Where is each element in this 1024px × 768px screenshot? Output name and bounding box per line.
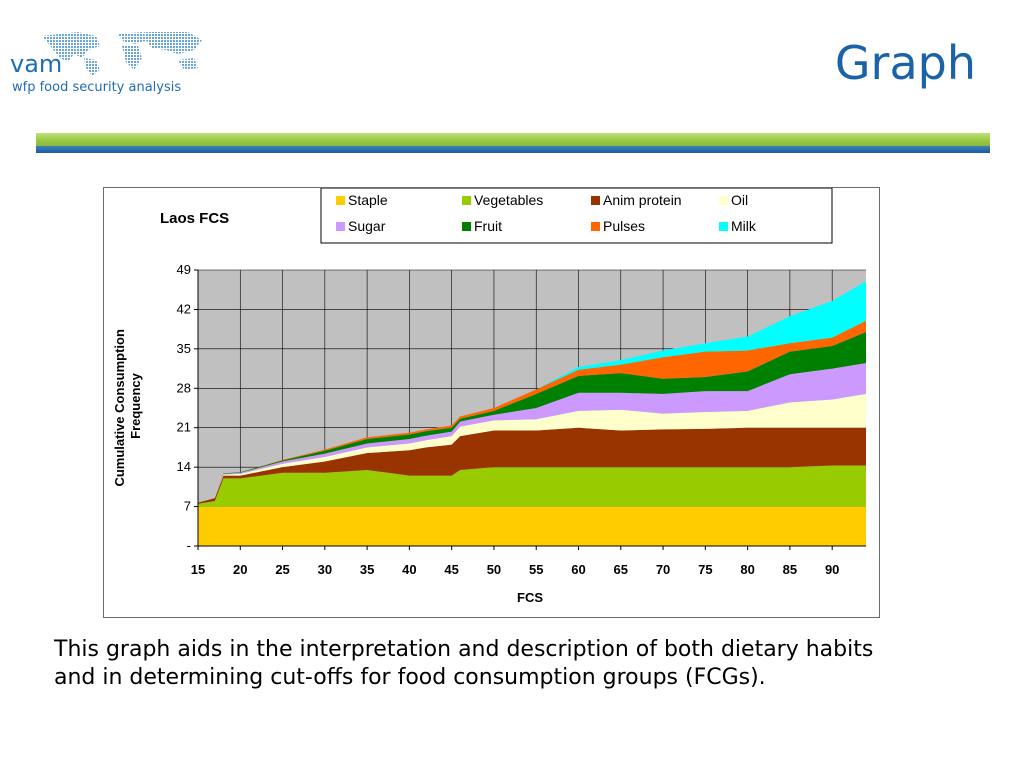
series-area-pulses bbox=[198, 320, 866, 503]
x-tick-label: 90 bbox=[825, 562, 839, 577]
legend-label-milk: Milk bbox=[731, 218, 757, 234]
y-tick-label: - bbox=[187, 538, 191, 553]
series-area-oil bbox=[198, 393, 866, 503]
chart-title: Laos FCS bbox=[160, 210, 229, 227]
x-tick-label: 35 bbox=[360, 562, 374, 577]
slide-title: Graph bbox=[834, 36, 976, 90]
legend-label-sugar: Sugar bbox=[348, 218, 386, 234]
y-tick-label: 49 bbox=[177, 262, 191, 277]
legend-swatch-pulses bbox=[591, 222, 600, 231]
x-axis-label: FCS bbox=[517, 590, 543, 605]
series-area-vegetables bbox=[198, 465, 866, 507]
y-axis-label: Cumulative Consumption Frequency bbox=[112, 325, 143, 486]
x-tick-label: 80 bbox=[740, 562, 754, 577]
logo-tagline: wfp food security analysis bbox=[12, 80, 182, 95]
x-tick-label: 55 bbox=[529, 562, 543, 577]
x-tick-label: 65 bbox=[614, 562, 628, 577]
x-tick-label: 50 bbox=[487, 562, 501, 577]
plot-area: - 7 14 21 28 35 42 49 15 20 25 30 35 40 45 50 55 60 65 70 75… bbox=[177, 262, 866, 577]
legend-label-fruit: Fruit bbox=[474, 218, 502, 234]
y-tick-label: 14 bbox=[177, 459, 191, 474]
legend-swatch-milk bbox=[719, 222, 728, 231]
header-band-green bbox=[36, 133, 990, 146]
x-tick-label: 75 bbox=[698, 562, 712, 577]
fcs-stacked-area-chart: Laos FCS Staple Vegetables Anim protein Oil… bbox=[112, 188, 866, 605]
y-tick-label: 28 bbox=[177, 380, 191, 395]
legend-label-anim-protein: Anim protein bbox=[603, 192, 682, 208]
x-tick-label: 20 bbox=[233, 562, 247, 577]
x-tick-label: 25 bbox=[275, 562, 289, 577]
legend-label-staple: Staple bbox=[348, 192, 388, 208]
legend-label-pulses: Pulses bbox=[603, 218, 645, 234]
x-tick-label: 45 bbox=[444, 562, 458, 577]
y-tick-label: 21 bbox=[177, 420, 191, 435]
legend-label-vegetables: Vegetables bbox=[474, 192, 543, 208]
legend-label-oil: Oil bbox=[731, 192, 748, 208]
header-band bbox=[36, 133, 990, 153]
x-tick-label: 60 bbox=[571, 562, 585, 577]
logo-wordmark: vam bbox=[10, 50, 63, 78]
x-tick-label: 85 bbox=[783, 562, 797, 577]
vam-logo: vam wfp food security analysis bbox=[8, 28, 208, 100]
series-area-anim-protein bbox=[198, 427, 866, 504]
y-tick-label: 35 bbox=[177, 341, 191, 356]
legend: Staple Vegetables Anim protein Oil Sugar Frui… bbox=[320, 188, 833, 244]
world-map-icon bbox=[42, 32, 202, 76]
header-band-blue bbox=[36, 146, 990, 153]
legend-box bbox=[320, 188, 833, 244]
x-tick-label: 30 bbox=[318, 562, 332, 577]
x-tick-label: 40 bbox=[402, 562, 416, 577]
legend-swatch-sugar bbox=[336, 222, 345, 231]
legend-swatch-vegetables bbox=[462, 196, 471, 205]
legend-swatch-staple bbox=[336, 196, 345, 205]
x-tick-label: 70 bbox=[656, 562, 670, 577]
legend-swatch-fruit bbox=[462, 222, 471, 231]
legend-swatch-oil bbox=[719, 196, 728, 205]
series-area-sugar bbox=[198, 362, 866, 503]
series-area-staple bbox=[198, 506, 866, 546]
chart-frame: Laos FCS Staple Vegetables Anim protein Oil… bbox=[103, 187, 880, 618]
slide-body-text: This graph aids in the interpretation an… bbox=[54, 637, 874, 690]
y-tick-label: 42 bbox=[177, 301, 191, 316]
legend-swatch-anim-protein bbox=[591, 196, 600, 205]
x-tick-label: 15 bbox=[191, 562, 205, 577]
y-tick-label: 7 bbox=[184, 499, 191, 514]
